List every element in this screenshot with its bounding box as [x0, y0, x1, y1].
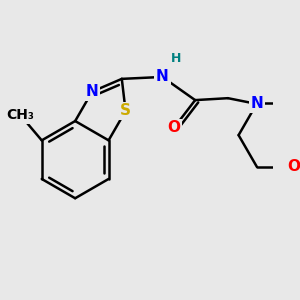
Text: CH₃: CH₃: [7, 108, 34, 122]
Text: N: N: [86, 84, 98, 99]
Text: N: N: [250, 96, 263, 111]
Text: N: N: [156, 69, 169, 84]
Text: S: S: [120, 103, 131, 118]
Text: O: O: [287, 159, 300, 174]
Text: O: O: [167, 120, 180, 135]
Text: H: H: [171, 52, 181, 65]
